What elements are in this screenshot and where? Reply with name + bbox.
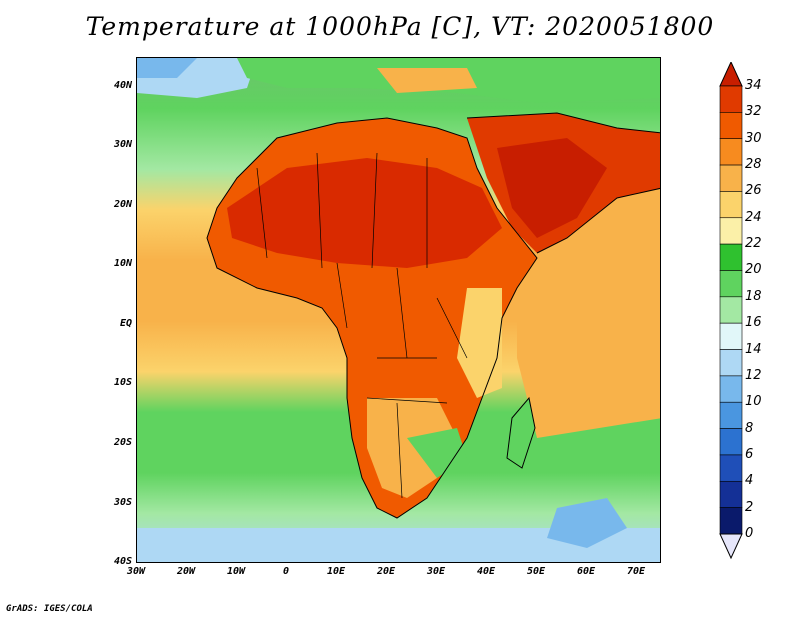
madagascar: [507, 398, 535, 468]
lon-tick-10e: 10E: [326, 566, 346, 577]
map-title: Temperature at 1000hPa [C], VT: 20200518…: [85, 12, 715, 41]
mediterranean-warm: [377, 68, 477, 93]
colorbar-label: 30: [745, 130, 762, 146]
colorbar-segment: [719, 138, 743, 166]
map-plot: [136, 57, 661, 563]
arabia-hot: [497, 138, 607, 238]
colorbar-label: 6: [745, 446, 754, 462]
temperature-map: [137, 58, 660, 562]
lat-tick-30s: 30S: [113, 497, 132, 508]
colorbar-label: 4: [745, 473, 754, 489]
lon-tick-20e: 20E: [376, 566, 396, 577]
colorbar-label: 16: [745, 315, 762, 331]
colorbar-label: 22: [745, 236, 762, 252]
southern-cool: [407, 428, 467, 478]
colorbar-top-triangle: [719, 62, 743, 87]
colorbar-segment: [719, 480, 743, 508]
madagascar-coastline: [506, 396, 536, 469]
colorbar-label: 8: [745, 420, 754, 436]
colorbar-label: 20: [745, 262, 762, 278]
lat-tick-30n: 30N: [113, 139, 132, 150]
colorbar-segment: [719, 375, 743, 403]
lat-tick-40n: 40N: [113, 80, 132, 91]
colorbar-bottom-triangle: [719, 533, 743, 560]
colorbar-label: 0: [745, 526, 754, 541]
colorbar-segment: [719, 243, 743, 271]
colorbar-segment: [719, 428, 743, 456]
lon-tick-60e: 60E: [576, 566, 596, 577]
colorbar-label: 18: [745, 288, 762, 304]
colorbar-label: 34: [745, 78, 762, 93]
arabia-coastline: [466, 112, 660, 254]
country-borders: [256, 152, 468, 499]
lat-tick-eq: EQ: [119, 318, 132, 329]
colorbar-segment: [719, 217, 743, 245]
colorbar-label: 26: [745, 183, 762, 199]
lon-tick-50e: 50E: [526, 566, 546, 577]
colorbar-segment: [719, 349, 743, 377]
east-highlands: [457, 288, 502, 398]
colorbar-segment: [719, 454, 743, 482]
colorbar-segment: [719, 270, 743, 298]
colorbar-label: 32: [745, 104, 762, 120]
lon-tick-30e: 30E: [426, 566, 446, 577]
cool-patch: [137, 528, 660, 562]
lon-tick-70e: 70E: [626, 566, 646, 577]
colorbar-segments: [719, 85, 743, 535]
lon-tick-30w: 30W: [126, 566, 146, 577]
colorbar-segment: [719, 401, 743, 429]
colorbar-segment: [719, 507, 743, 535]
colorbar: [719, 62, 743, 560]
lon-tick-20w: 20W: [176, 566, 196, 577]
colorbar-label: 2: [745, 499, 754, 515]
cool-patch: [137, 58, 197, 78]
lon-tick-10w: 10W: [226, 566, 246, 577]
sahara-hot: [227, 158, 502, 268]
colorbar-label: 28: [745, 157, 762, 173]
footer-credit: GrADS: IGES/COLA: [6, 604, 93, 614]
warm-ocean: [517, 188, 660, 438]
colorbar-label: 24: [745, 209, 762, 225]
colorbar-label: 10: [745, 394, 762, 410]
colorbar-segment: [719, 322, 743, 350]
lon-tick-0: 0: [282, 566, 290, 577]
colorbar-label: 12: [745, 367, 762, 383]
lat-tick-10n: 10N: [113, 258, 132, 269]
colorbar-segment: [719, 191, 743, 219]
lat-tick-20n: 20N: [113, 199, 132, 210]
colorbar-segment: [719, 164, 743, 192]
colorbar-segment: [719, 112, 743, 140]
lon-tick-40e: 40E: [476, 566, 496, 577]
cool-patch: [547, 498, 627, 548]
colorbar-segment: [719, 296, 743, 324]
lat-tick-20s: 20S: [113, 437, 132, 448]
colorbar-segment: [719, 85, 743, 113]
colorbar-label: 14: [745, 341, 762, 357]
lat-tick-40s: 40S: [113, 556, 132, 567]
lat-tick-10s: 10S: [113, 377, 132, 388]
africa-coastline: [206, 117, 538, 519]
